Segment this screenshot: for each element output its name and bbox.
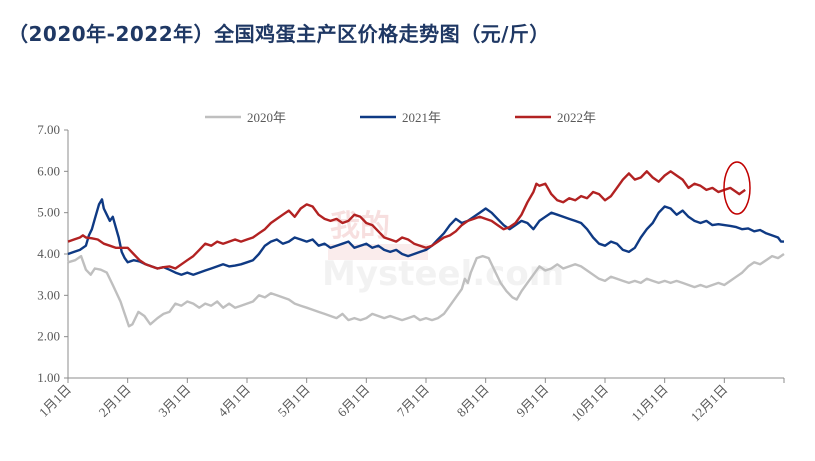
x-tick-label: 9月1日 [513, 382, 551, 420]
y-tick-label: 4.00 [37, 246, 60, 261]
x-tick-label: 2月1日 [96, 382, 134, 420]
x-tick-label: 8月1日 [454, 382, 492, 420]
legend: 2020年 2021年 2022年 [205, 110, 596, 125]
y-tick-label: 6.00 [37, 163, 60, 178]
y-tick-label: 5.00 [37, 205, 60, 220]
legend-label-0: 2020年 [247, 110, 286, 125]
y-tick-label: 1.00 [37, 370, 60, 385]
x-tick-label: 10月1日 [568, 382, 611, 425]
x-tick-label: 3月1日 [155, 382, 193, 420]
x-tick-label: 11月1日 [628, 382, 670, 424]
legend-label-1: 2021年 [402, 110, 441, 125]
x-tick-label: 7月1日 [394, 382, 432, 420]
y-tick-label: 2.00 [37, 329, 60, 344]
y-tick-label: 7.00 [37, 122, 60, 137]
highlight-circle [723, 161, 751, 215]
legend-label-2: 2022年 [557, 110, 596, 125]
x-tick-label: 5月1日 [275, 382, 313, 420]
x-tick-label: 1月1日 [36, 382, 74, 420]
series-lines [67, 170, 785, 328]
y-tick-label: 3.00 [37, 287, 60, 302]
x-tick-label: 6月1日 [334, 382, 372, 420]
chart-title: （2020年-2022年）全国鸡蛋主产区价格走势图（元/斤） [8, 22, 550, 46]
svg-text:我的: 我的 [330, 209, 390, 244]
x-tick-label: 12月1日 [688, 382, 731, 425]
x-tick-label: 4月1日 [215, 382, 253, 420]
svg-text:Mysteel.com: Mysteel.com [322, 254, 564, 294]
series-line-0 [67, 253, 785, 328]
series-line-2 [67, 170, 746, 270]
watermark: 我的 Mysteel.com [322, 209, 564, 294]
